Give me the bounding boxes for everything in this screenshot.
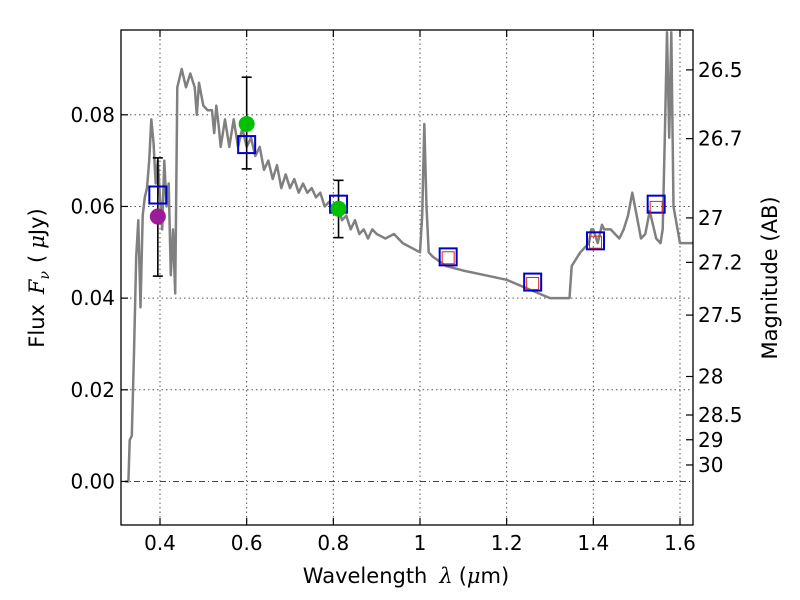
- model-photometry-square: [237, 135, 257, 155]
- x-tick-label: 1: [414, 531, 427, 555]
- y2-tick-label: 26.5: [698, 58, 743, 82]
- y-tick-label: 0.08: [70, 103, 115, 127]
- y-axis-label-symbol: F: [25, 278, 49, 295]
- x-axis-label: Wavelength λ (μm): [303, 564, 509, 588]
- x-tick-label: 1.6: [664, 531, 696, 555]
- y-axis-unit-rest: Jy): [25, 208, 49, 237]
- x-axis-unit-open: (: [459, 564, 467, 588]
- model-photometry-square: [523, 272, 543, 292]
- plot-area: [125, 31, 693, 483]
- x-tick-label: 0.6: [231, 531, 263, 555]
- y2-tick-label: 29: [698, 428, 723, 452]
- red-square-marker: [441, 251, 455, 265]
- x-tick-label: 1.2: [491, 531, 523, 555]
- x-axis-ticks: 0.4 0.6 0.8 1 1.2 1.4 1.6: [144, 30, 696, 555]
- y-axis-ticks: 0.00 0.02 0.04 0.06 0.08: [70, 103, 128, 493]
- y-axis-unit-mu: μ: [25, 235, 49, 249]
- model-photometry-square: [148, 185, 168, 205]
- y2-axis-label: Magnitude (AB): [758, 196, 782, 359]
- x-axis-label-symbol: λ: [438, 564, 452, 588]
- model-photometry-square: [586, 231, 605, 251]
- y-axis-label-text: Flux: [25, 304, 49, 348]
- x-tick-label: 1.4: [577, 531, 609, 555]
- red-square-marker: [589, 235, 602, 249]
- model-photometry-square: [438, 247, 458, 267]
- data-marks: [148, 76, 666, 292]
- red-square-marker: [649, 200, 663, 214]
- y-axis-unit-open: (: [25, 255, 49, 263]
- x-axis-label-text: Wavelength: [303, 564, 428, 588]
- y2-tick-label: 26.7: [698, 127, 743, 151]
- y2-tick-label: 27.2: [698, 250, 743, 274]
- model-spectrum-line: [125, 31, 693, 483]
- red-square-marker: [526, 276, 540, 290]
- y-tick-label: 0.02: [70, 378, 115, 402]
- y2-tick-label: 28.5: [698, 403, 743, 427]
- y2-tick-label: 30: [698, 453, 723, 477]
- grid: [121, 30, 693, 525]
- y-tick-label: 0.00: [70, 469, 115, 493]
- x-axis-unit-rest: m): [481, 564, 510, 588]
- observed-point: [238, 115, 255, 132]
- x-axis-unit-mu: μ: [467, 564, 481, 588]
- y-axis-label-subscript: ν: [37, 270, 53, 279]
- y-tick-label: 0.06: [70, 194, 115, 218]
- model-photometry-square: [646, 194, 666, 214]
- y-axis-label: Flux Fν ( μJy): [25, 208, 53, 347]
- y2-tick-label: 27.5: [698, 303, 743, 327]
- plot-frame: [120, 29, 694, 526]
- x-tick-label: 0.4: [144, 531, 176, 555]
- y2-tick-label: 28: [698, 365, 723, 389]
- x-tick-label: 0.8: [317, 531, 349, 555]
- y2-tick-label: 27: [698, 206, 723, 230]
- y-tick-label: 0.04: [70, 286, 115, 310]
- observed-point: [330, 200, 347, 217]
- observed-point: [149, 208, 166, 225]
